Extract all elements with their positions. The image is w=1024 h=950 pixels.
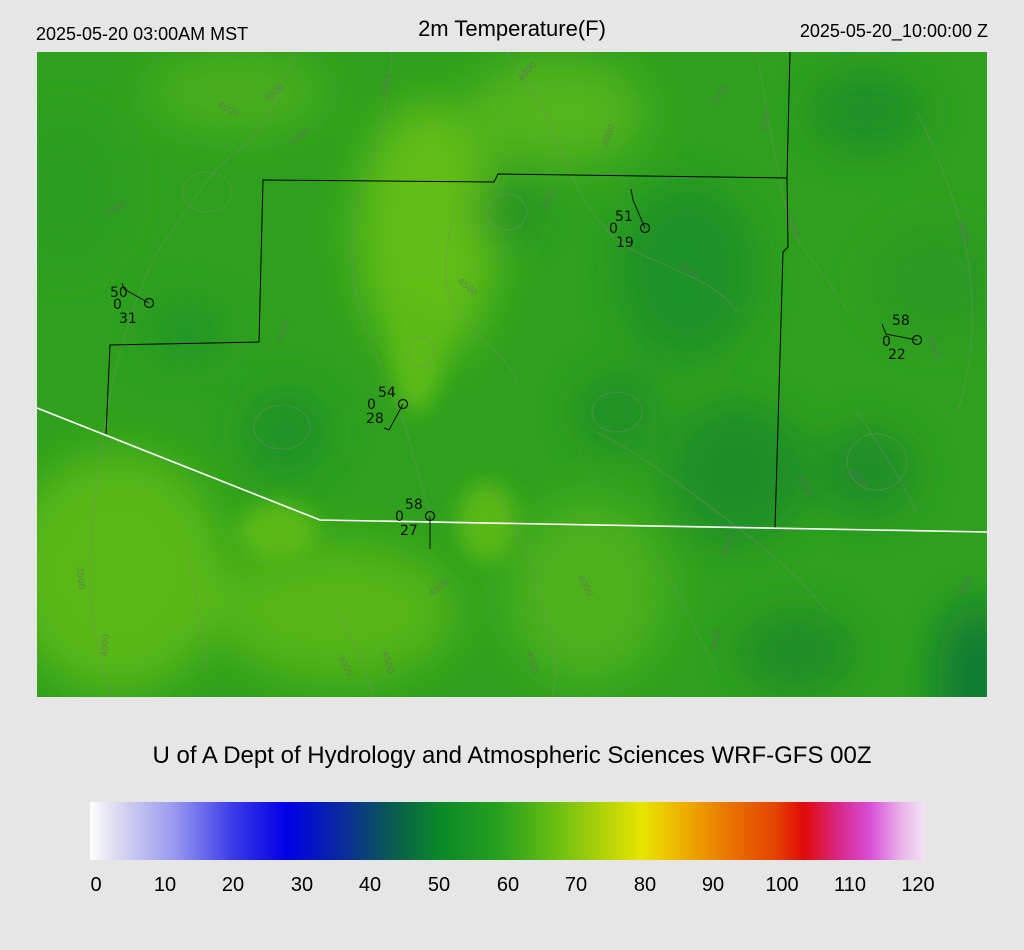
station-dew: 31 [119, 311, 137, 327]
station-marker [397, 398, 409, 410]
station-dew: 27 [400, 523, 418, 539]
colorbar-tick-label: 70 [564, 874, 588, 896]
county-boundary [105, 52, 791, 435]
valid-time-local: 2025-05-20 03:00AM MST [36, 24, 249, 44]
colorbar-tick-label: 10 [153, 874, 177, 896]
wind-barb [383, 403, 404, 431]
model-credit: U of A Dept of Hydrology and Atmospheric… [152, 742, 872, 769]
station-wind: 0 [882, 334, 891, 350]
station-wind: 0 [367, 397, 376, 413]
wind-barb [881, 323, 918, 341]
map-title: 2m Temperature(F) [418, 16, 606, 41]
colorbar-tick-label: 50 [427, 874, 451, 896]
colorbar-tick-label: 90 [701, 874, 725, 896]
station-wind: 0 [113, 297, 122, 313]
valid-time-utc: 2025-05-20_10:00:00 Z [799, 21, 988, 41]
temperature-map: 4000 4000 3500 3000 4000 3500 4500 4500 … [37, 52, 987, 697]
colorbar-tick-label: 100 [765, 874, 799, 896]
station-marker [143, 297, 155, 309]
colorbar-tick-label: 80 [633, 874, 657, 896]
colorbar-tick-label: 20 [221, 874, 245, 896]
station-marker [639, 222, 651, 234]
station-dew: 28 [366, 411, 384, 427]
contour-label: 4000 [710, 628, 724, 653]
contour-label: 4000 [100, 633, 112, 657]
station-plot-nw: 51 0 19 [609, 188, 651, 251]
international-border [37, 407, 987, 533]
station-plot-c: 54 0 28 [366, 385, 409, 431]
station-temp: 50 [110, 285, 128, 301]
contour-label: 5000 [760, 108, 774, 133]
county-boundary [774, 177, 789, 529]
colorbar-tick-label: 120 [901, 874, 935, 896]
station-plot-e: 58 0 22 [881, 313, 923, 363]
contour-label: 3500 [74, 566, 86, 590]
station-temp: 51 [615, 209, 633, 225]
station-plot-w: 50 0 31 [110, 282, 155, 327]
colorbar-tick-label: 0 [90, 874, 102, 896]
station-dew: 22 [888, 347, 906, 363]
colorbar-tick-label: 30 [290, 874, 314, 896]
colorbar-tick-label: 110 [834, 874, 866, 896]
wind-barb [630, 188, 646, 229]
station-dew: 19 [616, 235, 634, 251]
station-temp: 58 [405, 497, 423, 513]
station-temp: 58 [892, 313, 910, 329]
colorbar-tick-label: 40 [358, 874, 382, 896]
wind-barb [121, 282, 150, 304]
temperature-colorbar [90, 802, 925, 860]
station-marker [911, 334, 923, 346]
station-plot-s: 58 0 27 [395, 497, 436, 549]
station-wind: 0 [395, 509, 404, 525]
station-wind: 0 [609, 221, 618, 237]
contour-label: 3000 [380, 73, 394, 98]
station-temp: 54 [378, 385, 396, 401]
colorbar-ramp [90, 802, 925, 860]
colorbar-tick-label: 60 [496, 874, 520, 896]
